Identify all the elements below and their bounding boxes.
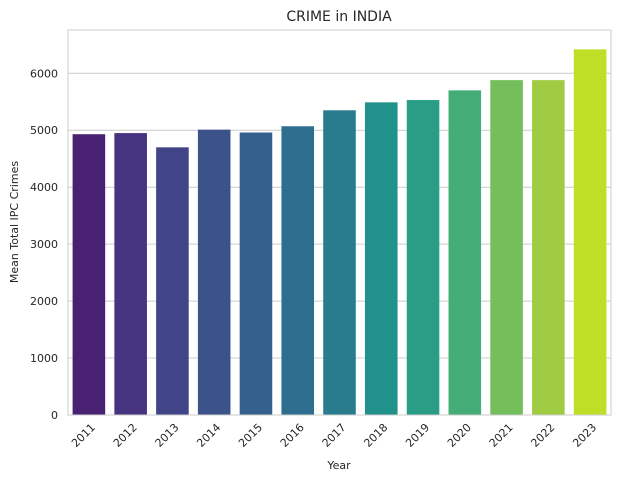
y-tick-label: 4000 <box>30 181 58 194</box>
x-tick-label: 2014 <box>194 421 223 450</box>
x-tick-label: 2020 <box>445 421 474 450</box>
x-tick-label: 2015 <box>236 421 265 450</box>
bar-2022 <box>532 80 565 415</box>
x-tick-label: 2021 <box>487 421 516 450</box>
x-tick-label: 2016 <box>278 421 307 450</box>
x-tick-label: 2018 <box>361 421 390 450</box>
y-tick-label: 6000 <box>30 67 58 80</box>
y-tick-label: 1000 <box>30 352 58 365</box>
bar-2011 <box>72 134 106 415</box>
x-tick-label: 2022 <box>528 421 557 450</box>
x-axis-label: Year <box>326 459 351 472</box>
bar-2016 <box>281 126 315 415</box>
bar-2021 <box>490 80 523 415</box>
bar-2020 <box>448 90 482 416</box>
x-tick-label: 2019 <box>403 421 432 450</box>
x-tick-label: 2023 <box>570 421 599 450</box>
y-tick-label: 5000 <box>30 124 58 137</box>
bar-2013 <box>156 147 189 415</box>
y-tick-label: 0 <box>51 409 58 422</box>
x-tick-label: 2011 <box>69 421 98 450</box>
chart-title: CRIME in INDIA <box>286 9 392 25</box>
y-axis-label: Mean Total IPC Crimes <box>8 161 21 283</box>
bars <box>72 49 607 416</box>
bar-2015 <box>239 132 273 416</box>
x-tick-label: 2012 <box>111 421 140 450</box>
y-tick-labels: 0 1000 2000 3000 4000 5000 6000 <box>30 67 58 422</box>
bar-2023 <box>573 49 607 416</box>
bar-2017 <box>323 110 356 415</box>
x-tick-labels: 2011 2012 2013 2014 2015 2016 2017 2018 2019 2020… <box>69 421 599 450</box>
bar-2019 <box>406 100 440 416</box>
bar-2018 <box>364 102 398 415</box>
x-tick-label: 2013 <box>153 421 182 450</box>
bar-2014 <box>197 129 231 415</box>
x-tick-label: 2017 <box>320 421 349 450</box>
y-tick-label: 2000 <box>30 295 58 308</box>
y-tick-label: 3000 <box>30 238 58 251</box>
bar-2012 <box>114 133 147 415</box>
plot-frame <box>67 29 612 416</box>
